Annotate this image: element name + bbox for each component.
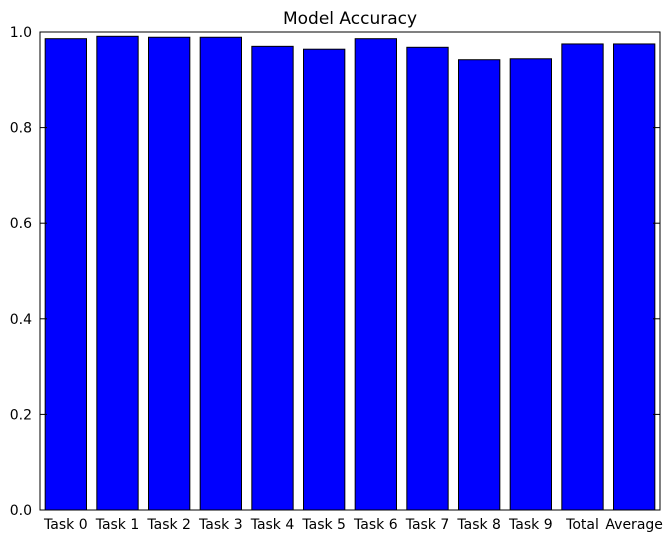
bar-task-0 <box>44 38 87 511</box>
x-axis: Task 0 Task 1 Task 2 Task 3 Task 4 Task 5 Task… <box>43 517 663 533</box>
x-tick-label: Task 2 <box>146 517 191 533</box>
x-tick-label: Task 0 <box>43 517 88 533</box>
bar-average <box>613 43 656 511</box>
x-tick-label: Average <box>605 517 663 533</box>
bar-task-6 <box>354 38 398 511</box>
bar-task-3 <box>199 36 242 511</box>
x-tick-label: Total <box>565 517 599 533</box>
bar-task-4 <box>251 45 294 511</box>
bar-task-2 <box>148 36 191 511</box>
y-tick-label: 0.6 <box>10 216 32 232</box>
bars-group <box>44 35 656 511</box>
bar-task-1 <box>96 35 139 511</box>
bar-total <box>561 43 604 511</box>
x-tick-label: Task 9 <box>508 517 553 533</box>
bar-task-8 <box>458 59 501 511</box>
y-tick-label: 0.4 <box>10 312 32 328</box>
bar-task-7 <box>406 46 449 511</box>
plot-frame <box>39 31 661 511</box>
x-tick-label: Task 7 <box>405 517 450 533</box>
x-tick-label: Task 3 <box>198 517 243 533</box>
bar-task-5 <box>303 48 346 511</box>
x-tick-label: Task 6 <box>353 517 398 533</box>
y-tick-label: 1.0 <box>10 25 32 41</box>
bar-task-9 <box>509 58 553 511</box>
x-tick-label: Task 8 <box>456 517 501 533</box>
x-tick-label: Task 4 <box>250 517 295 533</box>
y-tick-label: 0.2 <box>10 407 32 423</box>
x-tick-label: Task 5 <box>301 517 346 533</box>
y-tick-label: 0.0 <box>10 503 32 519</box>
y-tick-label: 0.8 <box>10 121 32 137</box>
x-tick-label: Task 1 <box>95 517 140 533</box>
chart-title: Model Accuracy <box>283 9 417 29</box>
